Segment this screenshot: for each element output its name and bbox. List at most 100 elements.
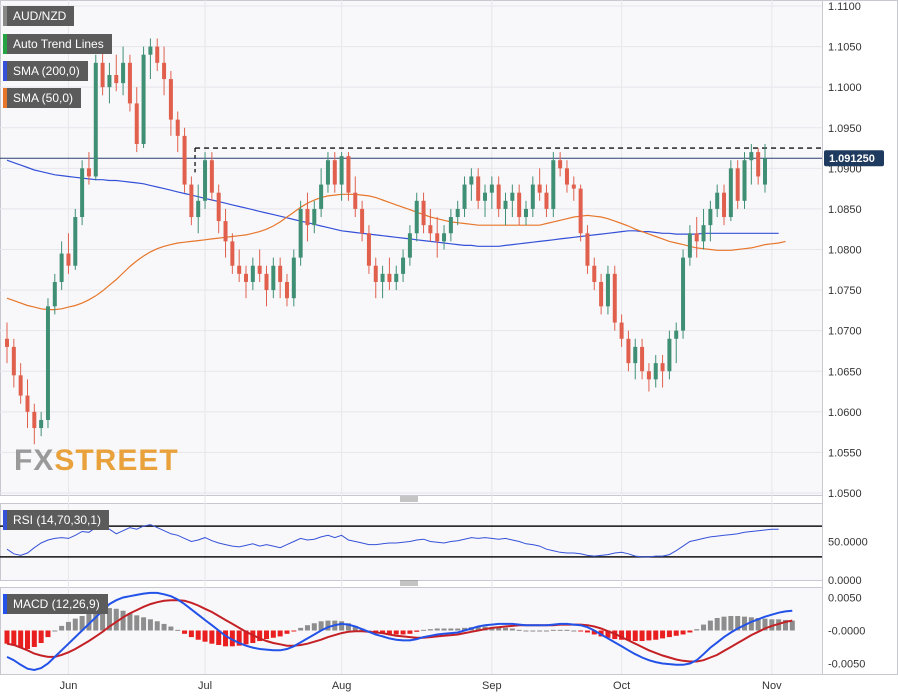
legend-sma-50[interactable]: SMA (50,0) [3, 88, 82, 108]
price-tick-label: 1.0500 [828, 488, 862, 500]
macd-histogram-bar [216, 630, 222, 645]
candle-body [257, 265, 262, 274]
candle-body [175, 119, 180, 136]
price-tick-label: 1.1100 [828, 1, 861, 13]
candle-body [250, 265, 255, 282]
candle-body [380, 273, 385, 282]
macd-histogram-bar [284, 630, 290, 634]
candle-body [394, 273, 399, 282]
candle-body [558, 160, 563, 169]
price-axis-area [822, 0, 898, 675]
macd-histogram-bar [134, 615, 140, 631]
macd-histogram-bar [455, 628, 461, 631]
candle-body [45, 306, 50, 420]
macd-histogram-bar [578, 630, 584, 632]
candle-body [312, 208, 317, 226]
candle-body [537, 184, 542, 193]
macd-histogram-bar [735, 616, 741, 631]
candle-body [305, 208, 310, 226]
candle-body [32, 411, 37, 429]
macd-histogram-bar [38, 630, 44, 644]
candle-body [66, 253, 71, 266]
macd-histogram-bar [182, 630, 188, 634]
candle-body [86, 168, 91, 177]
macd-histogram-bar [400, 630, 406, 635]
candle-body [715, 192, 720, 209]
candle-body [216, 192, 221, 222]
candle-body [469, 176, 474, 185]
macd-histogram-bar [393, 630, 399, 635]
macd-histogram-bar [537, 630, 543, 632]
legend-symbol[interactable]: AUD/NZD [3, 6, 75, 26]
macd-histogram-bar [100, 609, 106, 631]
macd-histogram-bar [543, 630, 549, 632]
price-tick-label: 1.0650 [828, 366, 862, 378]
legend-sma-200[interactable]: SMA (200,0) [3, 61, 88, 81]
macd-histogram-bar [223, 630, 229, 647]
candle-body [742, 160, 747, 201]
legend-macd[interactable]: MACD (12,26,9) [3, 594, 108, 614]
macd-histogram-bar [742, 616, 748, 631]
macd-histogram-bar [373, 630, 379, 633]
macd-histogram-bar [448, 628, 454, 631]
candle-body [114, 74, 119, 84]
macd-histogram-bar [65, 621, 71, 631]
macd-histogram-bar [441, 628, 447, 631]
legend-rsi[interactable]: RSI (14,70,30,1) [3, 510, 110, 530]
macd-histogram-bar [270, 630, 276, 638]
macd-histogram-bar [59, 625, 65, 631]
macd-histogram-bar [154, 621, 160, 631]
macd-histogram-bar [619, 630, 625, 640]
macd-histogram-bar [509, 628, 515, 631]
macd-histogram-bar [748, 617, 754, 631]
candle-body [442, 233, 447, 242]
price-tick-label: 1.1000 [828, 82, 862, 94]
candle-body [284, 281, 289, 299]
candle-body [189, 184, 194, 218]
macd-histogram-bar [298, 627, 304, 631]
candle-body [660, 363, 665, 372]
price-tick-label: 1.0950 [828, 123, 862, 135]
candle-body [366, 233, 371, 266]
price-tick-label: 1.0900 [828, 163, 862, 175]
candle-body [360, 208, 365, 234]
macd-histogram-bar [687, 630, 693, 633]
last-price-tag [824, 150, 884, 167]
candle-body [196, 200, 201, 218]
candle-body [93, 62, 98, 177]
time-tick-label: Nov [762, 680, 782, 692]
candle-body [414, 200, 419, 234]
candle-body [674, 330, 679, 339]
candle-body [244, 273, 249, 282]
macd-histogram-bar [250, 630, 256, 644]
candle-body [387, 273, 392, 282]
macd-histogram-bar [530, 630, 536, 632]
macd-histogram-bar [414, 630, 420, 632]
macd-tick-label: -0.0000 [828, 626, 865, 638]
candle-body [763, 158, 767, 185]
candle-body [73, 217, 78, 266]
macd-histogram-bar [584, 630, 590, 633]
macd-histogram-bar [291, 630, 297, 632]
macd-histogram-bar [707, 620, 713, 631]
macd-tick-label: -0.0050 [828, 658, 865, 670]
legend-auto-trend-lines[interactable]: Auto Trend Lines [3, 34, 112, 54]
candle-body [455, 208, 460, 218]
macd-histogram-bar [18, 630, 24, 648]
candle-body [489, 184, 494, 193]
time-tick-label: Jun [60, 680, 78, 692]
macd-histogram-bar [550, 629, 556, 631]
candle-body [701, 225, 706, 242]
macd-histogram-bar [209, 630, 215, 644]
macd-histogram-bar [339, 621, 345, 631]
macd-histogram-bar [496, 627, 502, 631]
candle-body [544, 192, 549, 209]
macd-histogram-bar [434, 628, 440, 631]
candle-body [237, 265, 242, 274]
candle-body [585, 233, 590, 266]
candle-body [223, 221, 228, 242]
macd-histogram-bar [106, 608, 112, 631]
macd-histogram-bar [127, 613, 133, 631]
rsi-pane [0, 503, 823, 581]
candle-body [80, 168, 85, 218]
